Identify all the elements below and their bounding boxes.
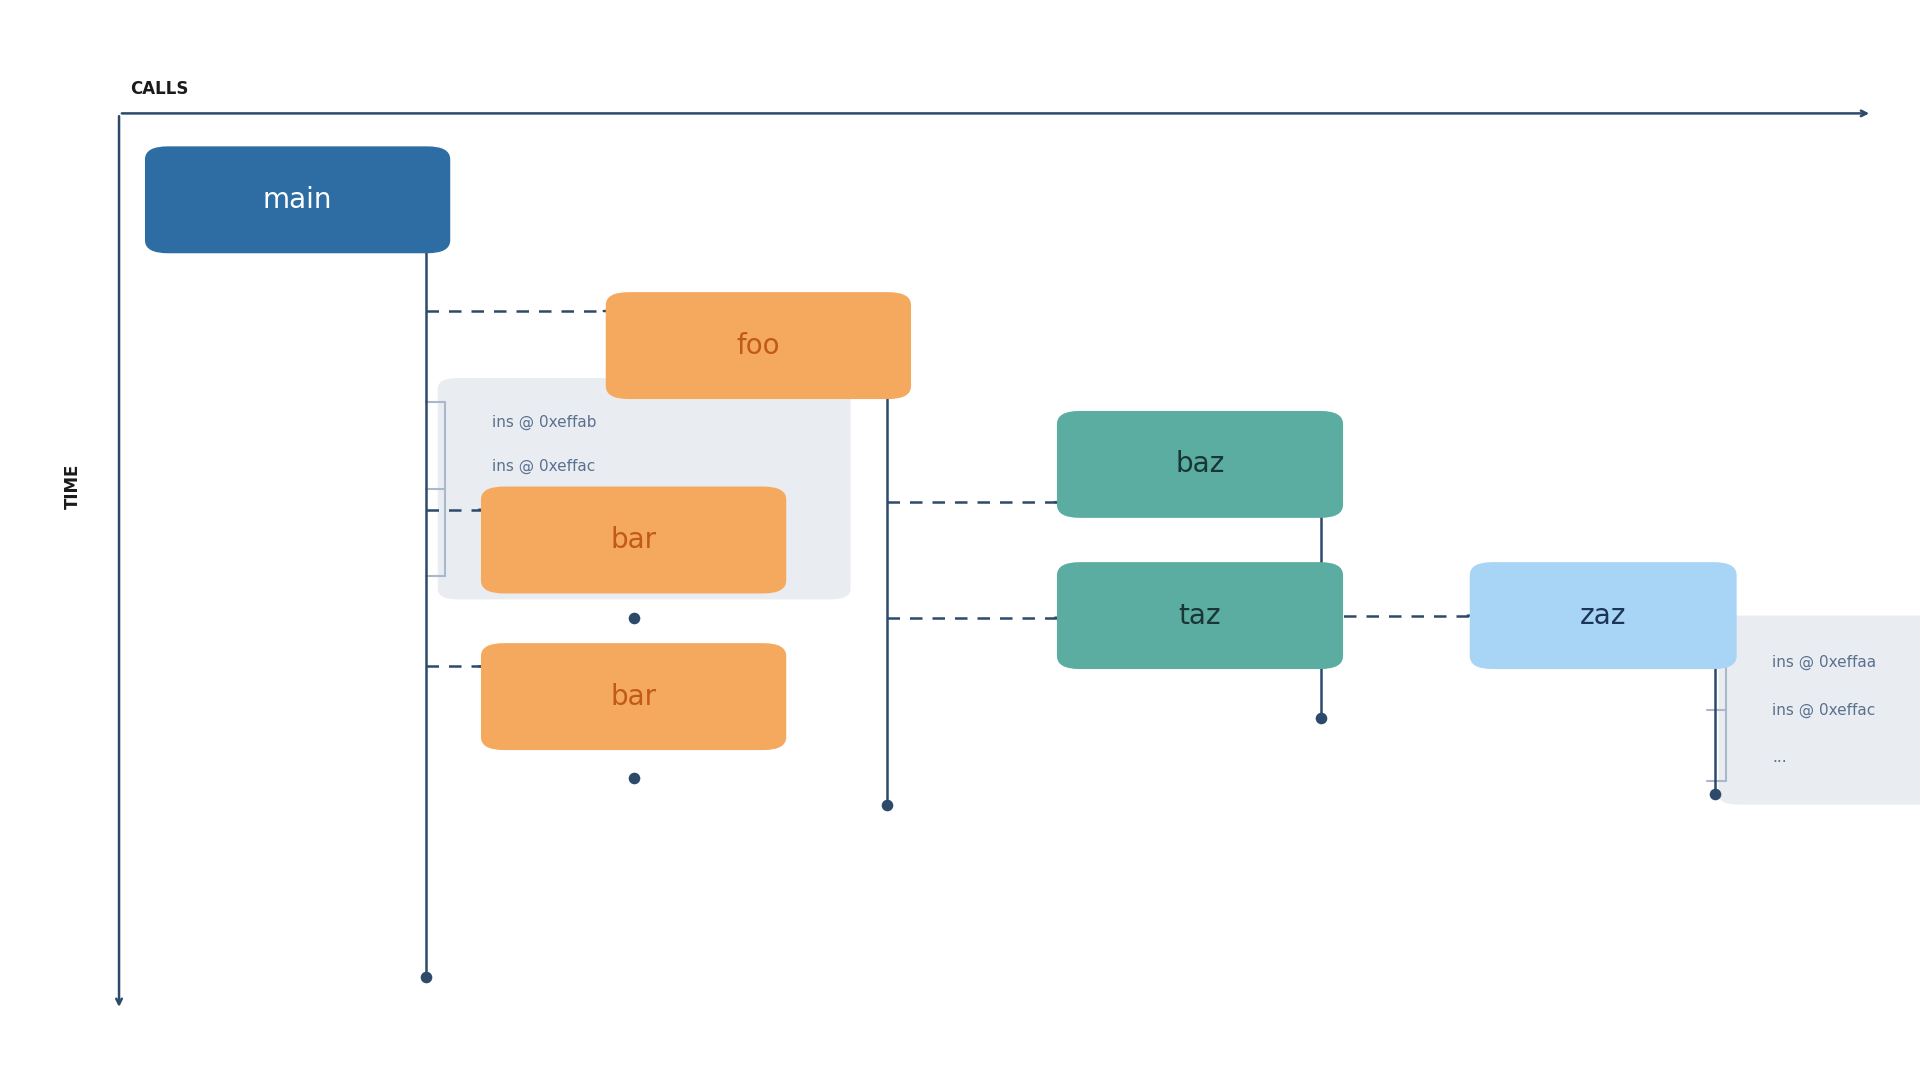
Text: bar: bar bbox=[611, 526, 657, 554]
FancyBboxPatch shape bbox=[480, 486, 787, 594]
FancyBboxPatch shape bbox=[1056, 411, 1344, 518]
FancyBboxPatch shape bbox=[480, 644, 787, 750]
Point bbox=[618, 769, 649, 786]
Text: ins @ 0xeffac: ins @ 0xeffac bbox=[1772, 702, 1876, 718]
Point bbox=[872, 796, 902, 813]
FancyBboxPatch shape bbox=[438, 378, 851, 599]
Text: ins @ 0xeffaa: ins @ 0xeffaa bbox=[1772, 654, 1876, 670]
FancyBboxPatch shape bbox=[1056, 562, 1344, 669]
Point bbox=[411, 969, 442, 986]
Text: CALLS: CALLS bbox=[131, 80, 188, 97]
Text: bar: bar bbox=[611, 683, 657, 711]
Text: ins @ 0xeffab: ins @ 0xeffab bbox=[492, 415, 595, 430]
Text: ins @ 0xeffac: ins @ 0xeffac bbox=[492, 459, 595, 474]
Text: foo: foo bbox=[737, 332, 780, 360]
Text: branch @ 0xeffae: branch @ 0xeffae bbox=[492, 503, 628, 518]
Point bbox=[1699, 785, 1730, 802]
Text: zaz: zaz bbox=[1580, 602, 1626, 630]
Text: ...: ... bbox=[1772, 751, 1788, 766]
Text: main: main bbox=[263, 186, 332, 214]
FancyBboxPatch shape bbox=[146, 146, 449, 253]
Point bbox=[618, 609, 649, 626]
Text: TIME: TIME bbox=[63, 463, 83, 509]
FancyBboxPatch shape bbox=[1471, 562, 1736, 669]
Text: baz: baz bbox=[1175, 450, 1225, 478]
Point bbox=[1306, 496, 1336, 513]
Text: taz: taz bbox=[1179, 602, 1221, 630]
FancyBboxPatch shape bbox=[607, 292, 912, 399]
Text: ...: ... bbox=[492, 548, 507, 563]
Point bbox=[1306, 710, 1336, 727]
FancyBboxPatch shape bbox=[1718, 616, 1920, 805]
